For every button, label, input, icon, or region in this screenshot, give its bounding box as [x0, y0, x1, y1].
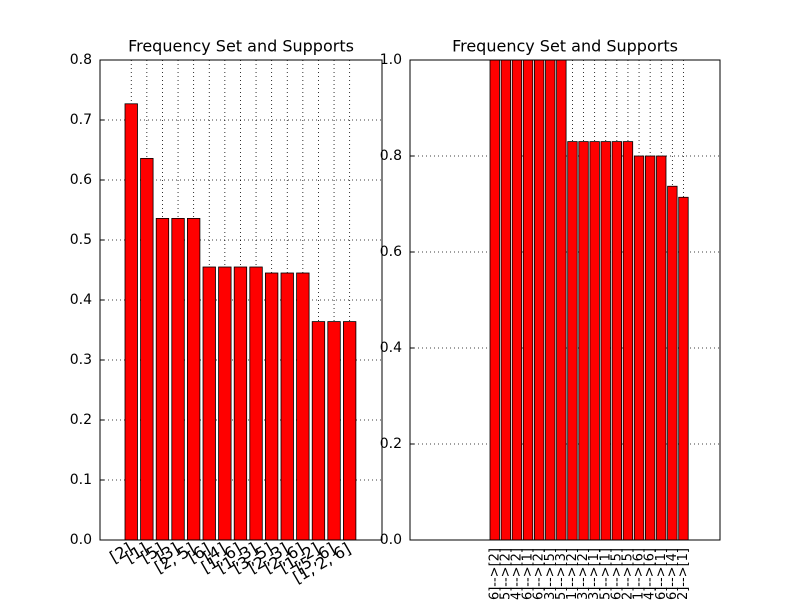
- bar: [280, 272, 294, 541]
- bar: [311, 321, 326, 541]
- y-tick-label: 0.0: [70, 532, 92, 548]
- bar: [500, 59, 512, 541]
- x-tick-label: [6]-->[5]: [609, 548, 624, 600]
- bar: [600, 141, 611, 541]
- y-tick-label: 0.2: [70, 412, 92, 428]
- y-tick-label: 0.2: [380, 436, 402, 452]
- bar: [667, 185, 678, 541]
- chart-title: Frequency Set and Supports: [452, 37, 678, 56]
- bar: [171, 217, 185, 541]
- bar: [296, 272, 310, 541]
- plot-frame: [409, 59, 721, 541]
- bar: [522, 59, 534, 541]
- x-tick-label: [4]-->[2]: [509, 548, 524, 600]
- x-tick-label: [6]-->[2]: [487, 548, 502, 600]
- bar: [342, 321, 357, 541]
- bar: [645, 155, 656, 541]
- bar: [186, 217, 201, 541]
- bar: [567, 141, 578, 541]
- bar: [622, 141, 634, 541]
- bar: [656, 155, 667, 541]
- bar: [589, 141, 600, 541]
- bar: [155, 217, 170, 541]
- y-tick-label: 0.3: [70, 352, 92, 368]
- bar: [678, 196, 689, 541]
- x-tick-label: [6]-->[1]: [654, 548, 669, 600]
- x-tick-label: [3]-->[5]: [543, 548, 558, 600]
- x-tick-label: [5]-->[1]: [598, 548, 613, 600]
- x-tick-label: [2, 6]-->[1]: [521, 548, 536, 600]
- x-tick-label: [1]-->[6]: [632, 548, 647, 600]
- x-tick-label: [3]-->[1]: [587, 548, 602, 600]
- bar: [124, 103, 138, 541]
- y-tick-label: 0.6: [380, 244, 402, 260]
- bar: [202, 266, 216, 541]
- bar: [489, 59, 500, 541]
- bar: [233, 266, 248, 541]
- bar: [633, 155, 645, 541]
- bar: [511, 59, 523, 541]
- y-tick-label: 0.0: [380, 532, 402, 548]
- y-tick-label: 1.0: [380, 52, 402, 68]
- x-tick-label: [1, 6]-->[2]: [532, 548, 547, 600]
- y-tick-label: 0.8: [380, 148, 402, 164]
- bar: [611, 141, 622, 541]
- x-tick-label: [2]-->[5]: [620, 548, 635, 600]
- bar: [578, 141, 589, 541]
- bar: [249, 266, 263, 541]
- plot-frame: [99, 59, 383, 541]
- x-tick-label: [5]-->[3]: [554, 548, 569, 600]
- x-tick-label: [3]-->[2]: [576, 548, 591, 600]
- x-tick-label: [2]-->[1]: [676, 548, 691, 600]
- bar: [556, 59, 567, 541]
- y-tick-label: 0.6: [70, 172, 92, 188]
- y-tick-label: 0.1: [70, 472, 92, 488]
- y-tick-label: 0.4: [70, 292, 92, 308]
- bar: [327, 321, 341, 541]
- chart-title: Frequency Set and Supports: [128, 37, 354, 56]
- bar: [545, 59, 556, 541]
- y-tick-label: 0.4: [380, 340, 402, 356]
- x-tick-label: [6]-->[4]: [665, 548, 680, 600]
- x-tick-label: [5]-->[2]: [498, 548, 513, 600]
- y-tick-label: 0.5: [70, 232, 92, 248]
- x-tick-label: [1]-->[2]: [565, 548, 580, 600]
- bar: [264, 272, 279, 541]
- bar: [140, 157, 154, 541]
- bar: [218, 266, 232, 541]
- bar: [534, 59, 545, 541]
- y-tick-label: 0.8: [70, 52, 92, 68]
- y-tick-label: 0.7: [70, 112, 92, 128]
- x-tick-label: [4]-->[6]: [643, 548, 658, 600]
